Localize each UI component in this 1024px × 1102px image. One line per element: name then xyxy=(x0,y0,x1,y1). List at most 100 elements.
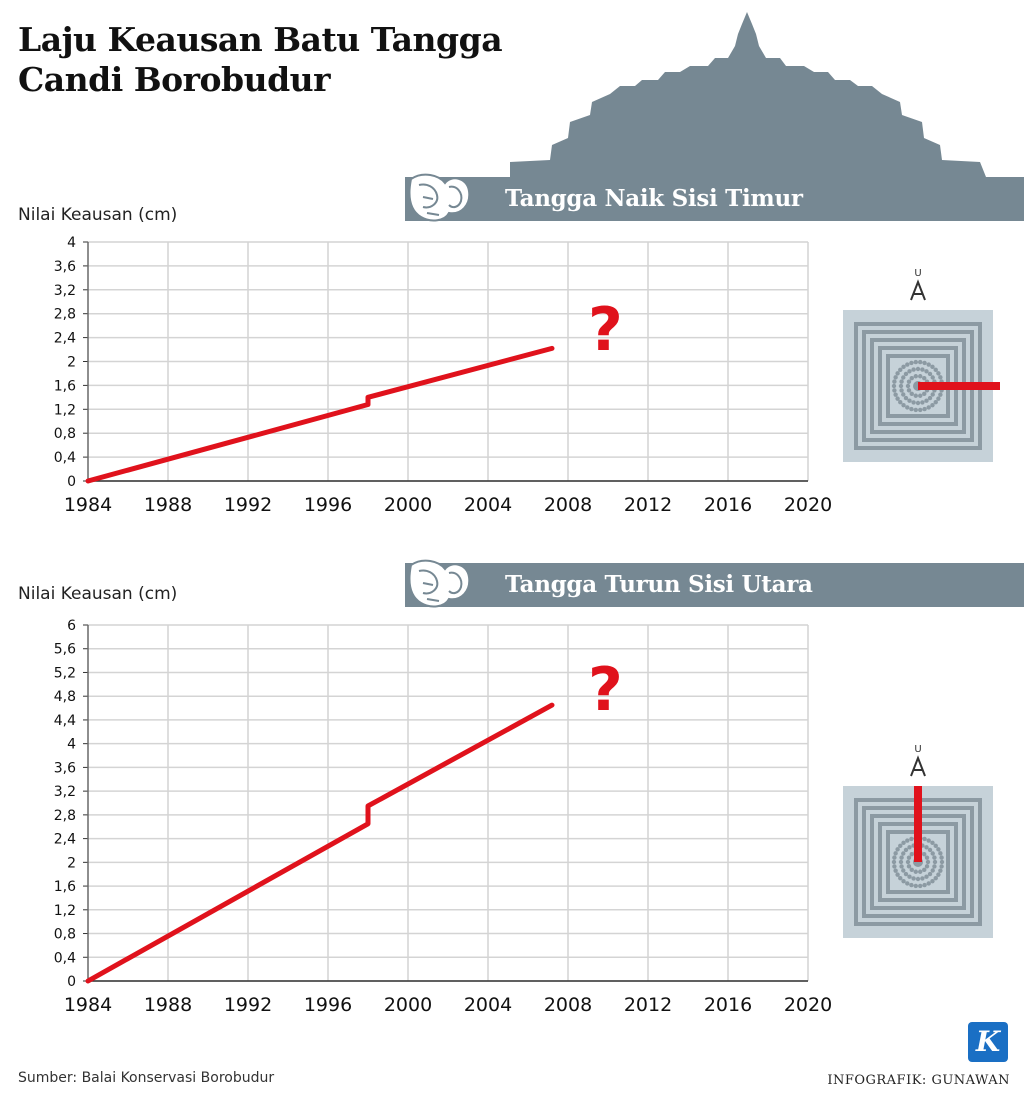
chart-1-banner: Tangga Naik Sisi Timur xyxy=(405,173,1024,222)
stupa-dot xyxy=(909,836,914,842)
stupa-dot xyxy=(893,868,898,873)
page-title: Laju Keausan Batu Tangga Candi Borobudur xyxy=(18,20,503,100)
stupa-dot xyxy=(913,407,918,413)
stupa-dot xyxy=(905,383,911,389)
y-tick-label: 1,6 xyxy=(54,879,76,895)
stupa-dot xyxy=(913,869,918,874)
stupa-dot xyxy=(915,366,921,372)
stupa-dot xyxy=(901,392,906,397)
stupa-dot xyxy=(891,383,897,389)
stupa-dot xyxy=(930,364,935,370)
stupa-dot xyxy=(899,855,904,860)
stupa-dot xyxy=(893,375,898,380)
stupa-dot xyxy=(898,399,903,405)
stupa-dot xyxy=(930,868,935,873)
kala-head-icon xyxy=(408,559,471,608)
x-tick-label: 1984 xyxy=(64,994,112,1016)
x-tick-label: 1988 xyxy=(144,494,192,516)
x-tick-label: 1992 xyxy=(224,994,272,1016)
stupa-dot xyxy=(892,864,897,869)
stupa-dot xyxy=(922,375,927,381)
stupa-dot xyxy=(913,374,918,379)
stupa-dot xyxy=(932,859,938,865)
stupa-dot xyxy=(922,406,927,412)
north-arrow-icon xyxy=(910,279,926,301)
stupa-dot xyxy=(907,874,912,879)
y-tick-label: 5,2 xyxy=(54,665,76,681)
stupa-dot xyxy=(913,393,918,398)
borobudur-temple-icon xyxy=(510,12,1024,185)
stupa-dot xyxy=(926,405,931,410)
chart-1-question-mark: ? xyxy=(588,295,623,365)
stupa-dot xyxy=(938,851,943,856)
stupa-dot xyxy=(905,859,911,865)
x-tick-label: 2012 xyxy=(624,494,672,516)
north-label: U xyxy=(914,268,921,279)
stupa-dot xyxy=(895,396,900,401)
stupa-dot xyxy=(905,362,910,367)
stupa-dot xyxy=(909,851,914,857)
stupa-dot xyxy=(911,400,916,405)
stupa-dot xyxy=(927,371,933,377)
stupa-dot xyxy=(901,402,906,408)
stupa-dot xyxy=(932,864,937,869)
stupa-dot xyxy=(895,371,900,376)
stupa-dot xyxy=(926,838,931,843)
stupa-dot xyxy=(913,359,918,365)
stupa-dot xyxy=(909,406,914,412)
y-tick-label: 1,2 xyxy=(54,402,76,418)
x-tick-label: 1984 xyxy=(64,494,112,516)
y-tick-label: 4 xyxy=(67,235,76,251)
chart-2-y-axis-label: Nilai Keausan (cm) xyxy=(18,584,178,604)
stupa-dot xyxy=(906,388,912,393)
stupa-dot xyxy=(907,398,912,403)
stupa-dot xyxy=(936,847,941,852)
stupa-dot xyxy=(905,881,910,886)
kala-head-icon xyxy=(408,173,471,222)
x-tick-label: 2008 xyxy=(544,494,592,516)
title-line-1: Laju Keausan Batu Tangga xyxy=(18,20,503,59)
y-tick-label: 1,2 xyxy=(54,903,76,919)
source-note: Sumber: Balai Konservasi Borobudur xyxy=(18,1070,275,1086)
stupa-dot xyxy=(924,855,930,860)
stupa-dot xyxy=(925,859,931,865)
kompas-logo: K xyxy=(968,1022,1008,1062)
stupa-dot xyxy=(922,391,927,397)
north-label: U xyxy=(914,744,921,755)
stupa-dot xyxy=(901,364,906,370)
stupa-dot xyxy=(930,402,935,408)
stupa-dot xyxy=(924,398,929,403)
y-tick-label: 0,8 xyxy=(54,426,76,442)
stupa-dot xyxy=(920,876,925,881)
chart-1-y-axis-label: Nilai Keausan (cm) xyxy=(18,205,178,225)
stupa-dot xyxy=(893,392,898,397)
stupa-dot xyxy=(938,392,943,397)
x-tick-label: 2020 xyxy=(784,994,832,1016)
stupa-dot xyxy=(924,874,929,879)
stupa-dot xyxy=(903,847,909,853)
stupa-dot xyxy=(927,871,933,877)
stupa-dot xyxy=(907,845,912,850)
stupa-dot xyxy=(933,399,938,405)
chart-1-site-map: U xyxy=(840,262,1010,476)
stupa-dot xyxy=(918,359,923,365)
y-tick-label: 2,8 xyxy=(54,307,76,323)
x-tick-label: 2004 xyxy=(464,494,512,516)
y-tick-label: 4,8 xyxy=(54,689,76,705)
x-tick-label: 2008 xyxy=(544,994,592,1016)
stupa-dot xyxy=(898,843,903,849)
stupa-dot xyxy=(903,395,909,401)
stupa-dot xyxy=(895,847,900,852)
y-tick-label: 2 xyxy=(67,355,76,371)
stupa-dot xyxy=(930,840,935,846)
stupa-dot xyxy=(932,855,937,860)
x-tick-label: 2012 xyxy=(624,994,672,1016)
stupa-dot xyxy=(906,379,912,384)
stupa-dot xyxy=(909,391,914,397)
x-tick-label: 2020 xyxy=(784,494,832,516)
stupa-dot xyxy=(892,388,897,393)
y-tick-label: 3,6 xyxy=(54,760,76,776)
stupa-dot xyxy=(936,872,941,877)
stupa-dot xyxy=(899,388,904,393)
stupa-dot xyxy=(905,405,910,410)
